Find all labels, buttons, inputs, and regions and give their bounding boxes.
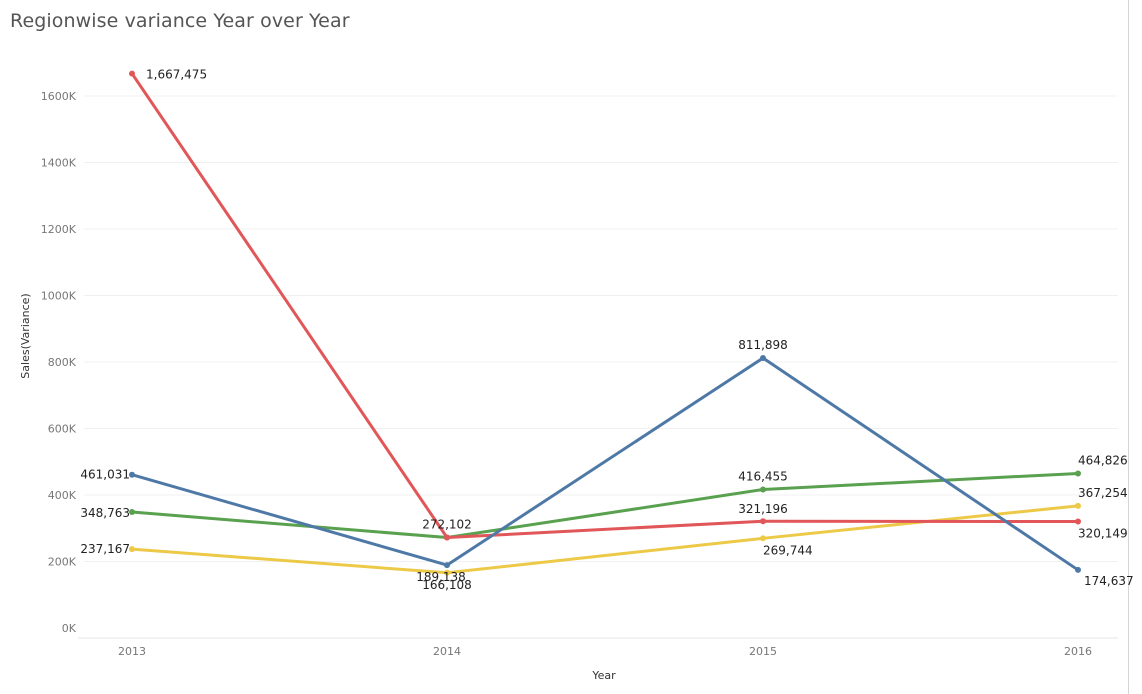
y-tick-label: 200K [48,556,77,569]
x-axis-ticks: 2013 2014 2015 2016 [118,645,1092,658]
gridlines [84,95,1118,562]
series-line-1 [130,72,1079,540]
data-label: 189,138 [416,570,466,584]
series-points [129,70,1081,576]
chart-title: Regionwise variance Year over Year [10,10,350,32]
data-point [760,535,766,542]
y-axis-title: Sales(Variance) [19,293,32,378]
data-point [760,486,766,493]
data-label: 1,667,475 [146,68,207,82]
data-point [1075,566,1081,573]
series-lines [130,72,1079,575]
y-tick-label: 600K [48,423,77,436]
data-point [1075,470,1081,477]
data-point [444,562,450,569]
y-tick-label: 1200K [41,223,77,236]
data-label: 348,763 [80,506,130,520]
y-tick-label: 1600K [41,90,77,103]
y-tick-label: 1000K [41,290,77,303]
data-label: 811,898 [738,338,788,352]
x-tick-label: 2016 [1064,645,1092,658]
data-label: 166,108 [422,578,472,592]
data-label: 320,149 [1078,527,1128,541]
data-label: 272,102 [422,518,472,532]
data-point [1075,518,1081,525]
y-tick-label: 1400K [41,157,77,170]
y-axis-ticks: 0K 200K 400K 600K 800K 1000K 1200K 1400K 1600K [41,90,77,635]
data-label: 269,744 [763,543,813,557]
x-tick-label: 2014 [433,645,461,658]
data-point [760,518,766,525]
data-point [129,70,135,77]
data-label: 461,031 [80,468,130,482]
data-point [1075,502,1081,509]
x-tick-label: 2013 [118,645,146,658]
y-tick-label: 800K [48,356,77,369]
data-label: 367,254 [1078,486,1128,500]
data-label: 321,196 [738,502,788,516]
y-tick-label: 0K [62,622,77,635]
data-point [129,471,135,478]
data-point [444,534,450,541]
x-tick-label: 2015 [749,645,777,658]
data-point [760,355,766,362]
data-label: 464,826 [1078,453,1128,467]
data-label: 416,455 [738,470,788,484]
series-line-2 [131,471,1079,540]
data-point [129,509,135,516]
data-labels: 461,031 189,138 811,898 174,637 1,667,475 272… [80,68,1133,592]
y-tick-label: 400K [48,489,77,502]
data-label: 174,637 [1084,574,1134,588]
data-point [129,546,135,553]
right-divider [1128,0,1129,694]
data-point [444,569,450,576]
series-line-0 [131,356,1079,572]
data-label: 237,167 [80,542,130,556]
x-axis-title: Year [591,669,616,682]
